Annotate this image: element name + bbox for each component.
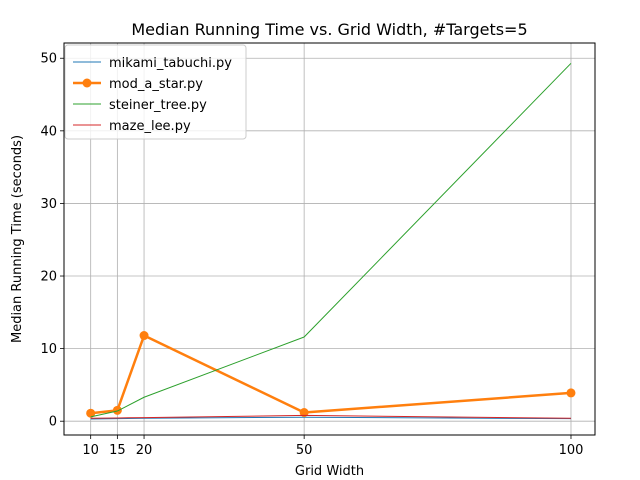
y-tick-label: 20 xyxy=(40,270,57,285)
legend-label: steiner_tree.py xyxy=(109,98,207,113)
x-tick-label: 20 xyxy=(136,443,153,458)
legend-label: maze_lee.py xyxy=(109,119,191,134)
y-tick-label: 10 xyxy=(40,342,57,357)
series-line-maze-lee-py xyxy=(90,414,571,419)
legend-label: mod_a_star.py xyxy=(109,77,203,92)
data-point-marker xyxy=(86,408,96,418)
data-point-marker xyxy=(112,405,122,415)
chart-title: Median Running Time vs. Grid Width, #Tar… xyxy=(131,20,527,39)
series-line-mikami-tabuchi-py xyxy=(90,416,571,420)
x-tick-label: 50 xyxy=(296,443,313,458)
x-axis-label: Grid Width xyxy=(295,464,364,479)
legend-label: mikami_tabuchi.py xyxy=(109,56,232,71)
y-tick-label: 0 xyxy=(49,415,57,430)
y-tick-label: 40 xyxy=(40,124,57,139)
x-tick-label: 100 xyxy=(559,443,584,458)
y-tick-label: 30 xyxy=(40,197,57,212)
series-lines xyxy=(86,62,576,420)
data-point-marker xyxy=(566,388,576,398)
x-tick-label: 10 xyxy=(82,443,99,458)
data-point-marker xyxy=(139,331,149,341)
y-axis-label: Median Running Time (seconds) xyxy=(10,135,25,343)
y-tick-label: 50 xyxy=(40,52,57,67)
series-line-steiner-tree-py xyxy=(90,62,572,418)
legend-marker xyxy=(82,78,92,88)
axis-ticks: 10 15 20 50 100 0 10 20 30 40 50 xyxy=(40,52,583,458)
x-tick-label: 15 xyxy=(109,443,126,458)
legend-box xyxy=(64,44,247,140)
data-point-marker xyxy=(299,407,309,417)
plot-frame xyxy=(63,42,596,436)
legend: mikami_tabuchi.py mod_a_star.py steiner_tr… xyxy=(64,44,247,140)
